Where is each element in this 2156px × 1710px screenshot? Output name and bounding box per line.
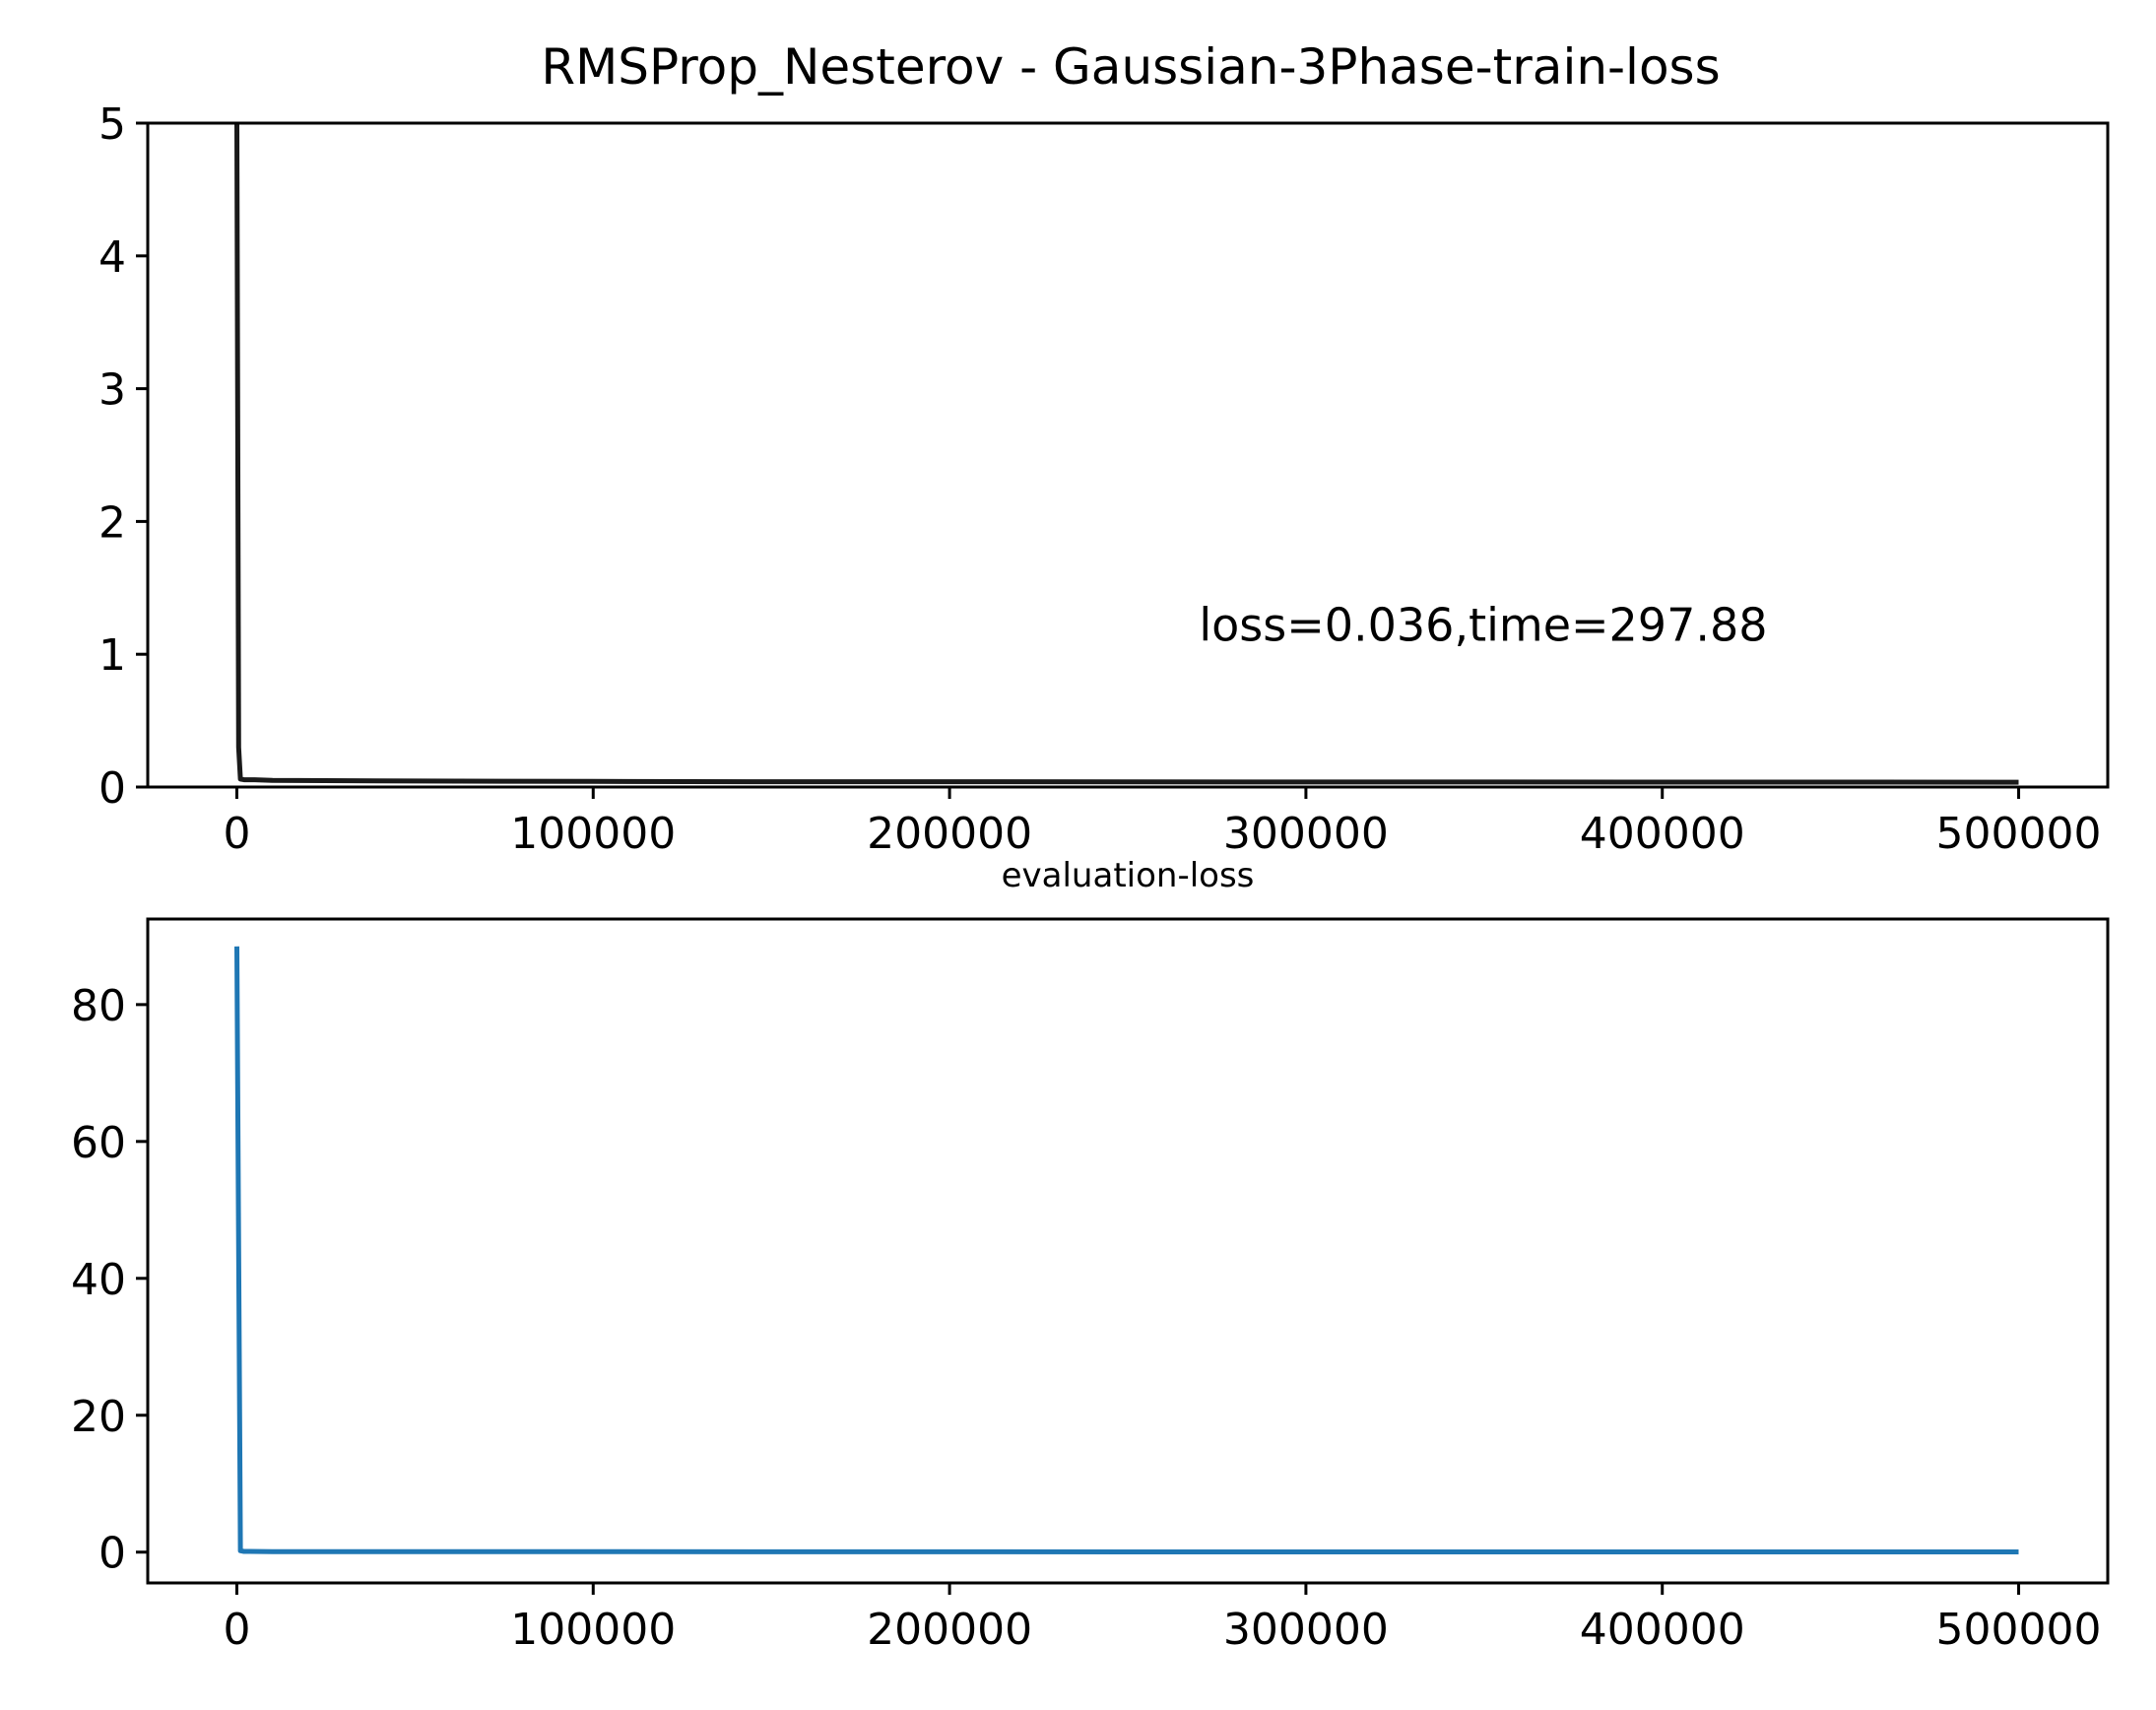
x-tick-label: 500000 [1936,809,2102,859]
x-tick-label: 200000 [867,809,1032,859]
x-tick-label: 300000 [1223,809,1389,859]
train-loss-marks: 0 100000 200000 300000 400000 500000 0 1 2 3 4 5 [98,99,2102,859]
y-tick-label: 60 [71,1118,126,1168]
y-tick-label: 20 [71,1392,126,1442]
series-line [234,122,2019,785]
y-tick-label: 2 [98,497,126,548]
y-tick-label: 4 [98,232,126,283]
evaluation-loss-panel: evaluation-loss 0 100000 200000 300000 40000… [71,856,2110,1655]
x-tick-label: 400000 [1580,809,1745,859]
plot-frame [146,121,2110,789]
subplot-title: evaluation-loss [1002,856,1255,895]
y-tick-label: 80 [71,981,126,1031]
train-loss-panel: RMSProp_Nesterov - Gaussian-3Phase-train… [98,38,2110,859]
x-tick-label: 300000 [1223,1605,1389,1655]
x-tick-label: 0 [223,809,250,859]
series-line [234,946,2019,1554]
chart-title: RMSProp_Nesterov - Gaussian-3Phase-train… [541,38,1720,96]
y-tick-label: 40 [71,1255,126,1305]
x-tick-label: 100000 [510,809,676,859]
y-tick-label: 3 [98,365,126,416]
loss-time-annotation: loss=0.036,time=297.88 [1199,599,1767,652]
x-tick-label: 200000 [867,1605,1032,1655]
evaluation-loss-marks: 0 100000 200000 300000 400000 500000 0 20 40 60 80 [71,946,2102,1655]
y-tick-label: 0 [98,763,126,814]
y-tick-label: 5 [98,99,126,150]
x-tick-label: 100000 [510,1605,676,1655]
x-tick-label: 400000 [1580,1605,1745,1655]
x-tick-label: 500000 [1936,1605,2102,1655]
y-tick-label: 0 [98,1529,126,1579]
y-tick-label: 1 [98,630,126,681]
x-tick-label: 0 [223,1605,250,1655]
plot-frame [146,917,2110,1585]
